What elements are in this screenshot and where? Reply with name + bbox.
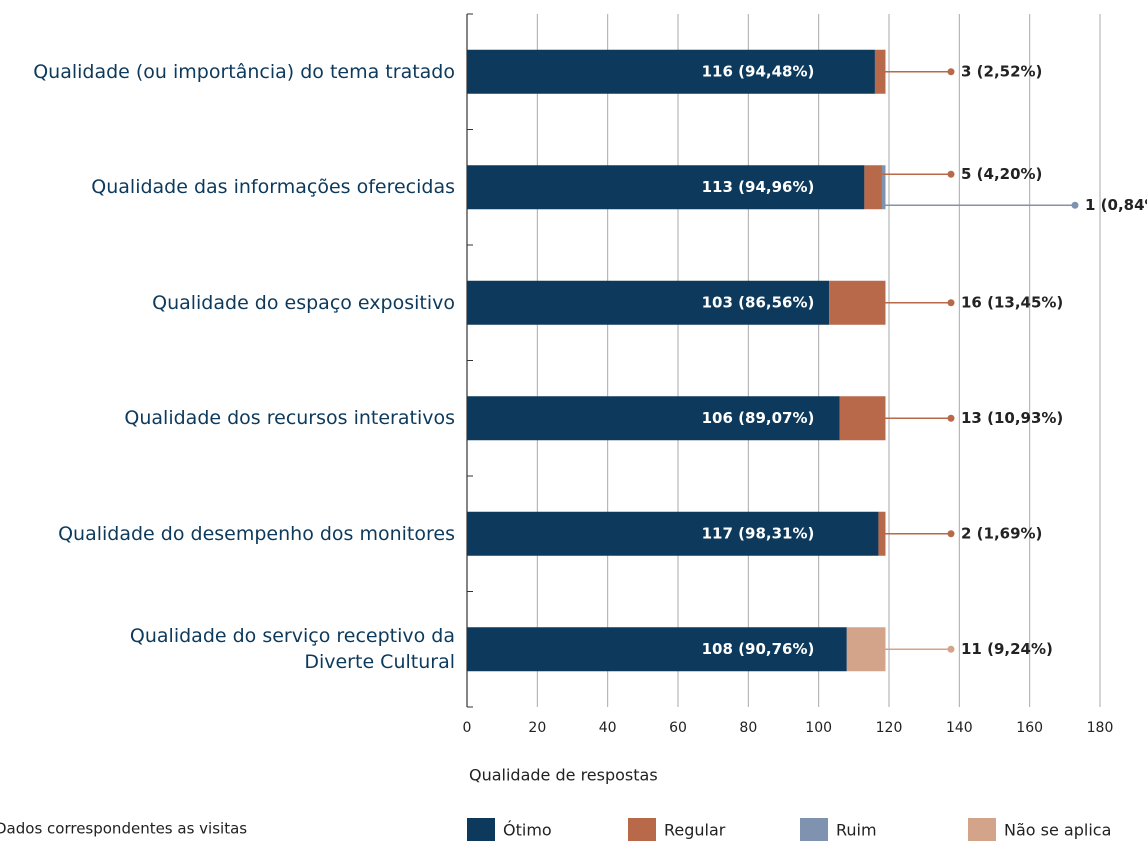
x-tick-label: 0	[463, 720, 472, 736]
bar-segment	[467, 165, 865, 210]
callout-dot	[1071, 201, 1079, 209]
legend-label: Regular	[664, 821, 726, 840]
bar-segment	[467, 627, 847, 672]
x-tick-label: 60	[669, 720, 687, 736]
legend-swatch	[467, 818, 495, 841]
callout-dot	[947, 645, 955, 653]
bar-value-label: 116 (94,48%)	[702, 62, 815, 80]
category-label: Qualidade das informações oferecidas	[91, 176, 455, 199]
bar-segment	[467, 511, 879, 556]
x-tick-label: 160	[1016, 720, 1043, 736]
callout-dot	[947, 530, 955, 538]
bar-segment	[846, 627, 886, 672]
category-label: Qualidade do desempenho dos monitores	[58, 522, 455, 545]
legend-swatch	[800, 818, 828, 841]
bar-segment	[874, 49, 886, 94]
callout-dot	[947, 170, 955, 178]
x-tick-label: 140	[946, 720, 973, 736]
category-label: Qualidade do serviço receptivo da Divert…	[129, 625, 455, 674]
bar-segment	[878, 511, 886, 556]
category-label: Qualidade do espaço expositivo	[152, 291, 455, 314]
note: Dados correspondentes as visitas	[0, 820, 247, 838]
x-tick-label: 80	[739, 720, 757, 736]
bar-segment	[864, 165, 882, 210]
x-tick-label: 20	[528, 720, 546, 736]
bar-segment	[467, 49, 875, 94]
legend-label: Não se aplica	[1004, 821, 1111, 840]
bar-segment	[467, 396, 840, 441]
category-label: Qualidade dos recursos interativos	[124, 407, 455, 430]
callout-label: 1 (0,84%)	[1085, 196, 1147, 214]
bar-value-label: 108 (90,76%)	[702, 640, 815, 658]
bar-value-label: 106 (89,07%)	[702, 409, 815, 427]
category-label: Qualidade (ou importância) do tema trata…	[33, 60, 455, 83]
callout-dot	[947, 68, 955, 76]
bar-segment	[881, 165, 886, 210]
x-tick-label: 100	[805, 720, 832, 736]
callout-dot	[947, 414, 955, 422]
callout-label: 5 (4,20%)	[961, 165, 1042, 183]
callout-label: 3 (2,52%)	[961, 62, 1042, 80]
legend-swatch	[628, 818, 656, 841]
legend-label: Ruim	[836, 821, 877, 840]
bar-segment	[839, 396, 886, 441]
callout-label: 2 (1,69%)	[961, 524, 1042, 542]
callout-label: 13 (10,93%)	[961, 409, 1063, 427]
callout-label: 11 (9,24%)	[961, 640, 1053, 658]
legend-label: Ótimo	[503, 821, 552, 840]
x-axis-label: Qualidade de respostas	[469, 766, 658, 785]
x-tick-label: 180	[1087, 720, 1114, 736]
bar-value-label: 113 (94,96%)	[702, 178, 815, 196]
x-tick-label: 120	[876, 720, 903, 736]
bar-value-label: 103 (86,56%)	[702, 293, 815, 311]
bar-segment	[829, 280, 886, 325]
bar-segment	[467, 280, 830, 325]
bar-value-label: 117 (98,31%)	[702, 524, 815, 542]
x-tick-label: 40	[599, 720, 617, 736]
callout-dot	[947, 299, 955, 307]
legend-swatch	[968, 818, 996, 841]
callout-label: 16 (13,45%)	[961, 293, 1063, 311]
